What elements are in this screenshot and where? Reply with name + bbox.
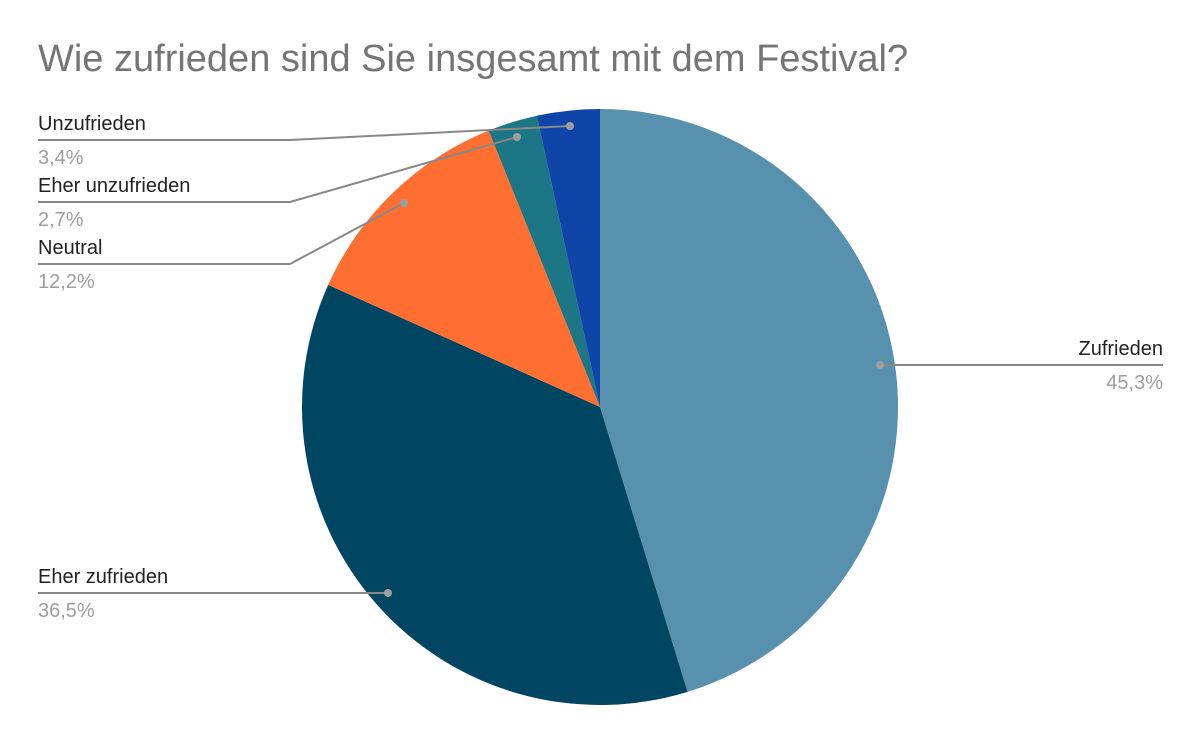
- pie-slice-unzufrieden: [536, 109, 600, 407]
- leader-line-eher-unzufrieden: [38, 136, 518, 203]
- pie-slices: [301, 109, 898, 705]
- pct-neutral: 12,2%: [38, 271, 95, 293]
- label-neutral: Neutral: [38, 237, 103, 259]
- label-eher-unzufrieden: Eher unzufrieden: [38, 175, 191, 197]
- label-zufrieden: Zufrieden: [1078, 338, 1164, 360]
- pct-eher-unzufrieden: 2,7%: [38, 209, 84, 231]
- leader-line-unzufrieden: [38, 125, 571, 141]
- pie-slice-neutral: [328, 130, 600, 408]
- leader-line-neutral: [38, 202, 405, 265]
- pct-zufrieden: 45,3%: [1106, 372, 1163, 394]
- label-eher-zufrieden: Eher zufrieden: [38, 566, 169, 588]
- pct-unzufrieden: 3,4%: [38, 147, 84, 169]
- leader-dots: [384, 122, 884, 597]
- label-unzufrieden: Unzufrieden: [38, 113, 146, 135]
- leader-lines: [38, 125, 1163, 594]
- pie-slice-eher-zufrieden: [301, 284, 688, 705]
- pct-eher-zufrieden: 36,5%: [38, 600, 95, 622]
- pie-slice-zufrieden: [600, 109, 898, 692]
- pie-slice-eher-unzufrieden: [488, 115, 600, 407]
- chart-title: Wie zufrieden sind Sie insgesamt mit dem…: [38, 38, 909, 80]
